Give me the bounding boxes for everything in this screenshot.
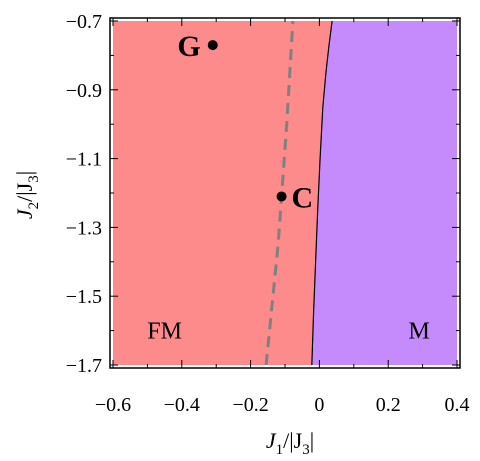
x-tick-label: −0.2 xyxy=(232,394,268,416)
y-tick-label: −0.7 xyxy=(66,11,102,33)
phase-boundary-line xyxy=(311,20,333,366)
x-axis-label: J1/|J3| xyxy=(266,428,314,458)
x-tick-label: 0.4 xyxy=(445,394,470,416)
y-tick-label: −1.1 xyxy=(66,149,102,171)
region-label-m: M xyxy=(408,319,429,345)
dashed-line xyxy=(264,20,295,366)
y-axis-label: J2/|J3| xyxy=(12,171,42,219)
lines-layer xyxy=(264,20,333,366)
points-layer: GC xyxy=(177,30,313,214)
x-tick-label: 0.2 xyxy=(376,394,401,416)
y-tick-label: −1.3 xyxy=(66,217,102,239)
x-tick-label: −0.6 xyxy=(95,394,131,416)
region-label-fm: FM xyxy=(147,319,182,345)
y-tick-label: −1.5 xyxy=(66,286,102,308)
point-label-c: C xyxy=(292,181,314,214)
region-labels-layer: FM M xyxy=(147,319,430,345)
x-tick-label: 0 xyxy=(314,394,324,416)
x-tick-label: −0.4 xyxy=(164,394,200,416)
region-fm xyxy=(113,21,333,365)
point-c xyxy=(276,191,287,202)
ticks-layer: −0.6 −0.4 −0.2 0 0.2 0.4 −0.7 −0.9 −1.1 −1.3 −1.5 −… xyxy=(66,11,470,416)
point-g xyxy=(207,40,218,51)
y-tick-label: −1.7 xyxy=(66,355,102,377)
point-label-g: G xyxy=(177,30,200,63)
regions-layer xyxy=(113,21,457,365)
region-m xyxy=(311,21,457,365)
y-tick-label: −0.9 xyxy=(66,80,102,102)
